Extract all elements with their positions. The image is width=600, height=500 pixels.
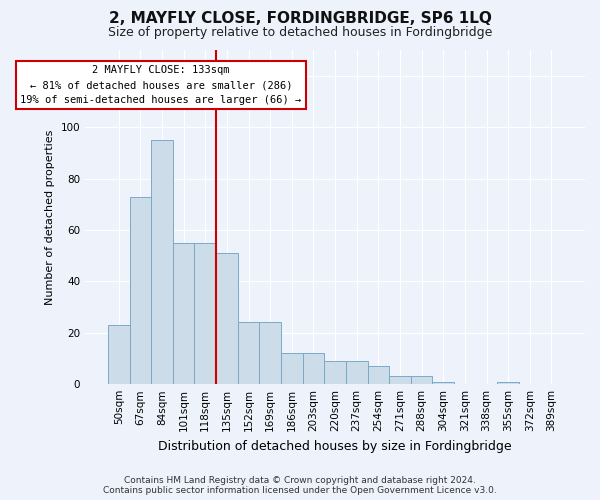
X-axis label: Distribution of detached houses by size in Fordingbridge: Distribution of detached houses by size …: [158, 440, 512, 452]
Bar: [497, 382, 519, 384]
Text: Size of property relative to detached houses in Fordingbridge: Size of property relative to detached ho…: [108, 26, 492, 39]
Bar: [151, 140, 173, 384]
Text: 2 MAYFLY CLOSE: 133sqm
← 81% of detached houses are smaller (286)
19% of semi-de: 2 MAYFLY CLOSE: 133sqm ← 81% of detached…: [20, 66, 302, 105]
Bar: [433, 382, 454, 384]
Bar: [238, 322, 259, 384]
Bar: [324, 361, 346, 384]
Bar: [346, 361, 368, 384]
Bar: [368, 366, 389, 384]
Bar: [194, 243, 216, 384]
Bar: [259, 322, 281, 384]
Bar: [411, 376, 433, 384]
Bar: [108, 325, 130, 384]
Y-axis label: Number of detached properties: Number of detached properties: [45, 130, 55, 305]
Bar: [389, 376, 411, 384]
Bar: [130, 196, 151, 384]
Text: Contains public sector information licensed under the Open Government Licence v3: Contains public sector information licen…: [103, 486, 497, 495]
Text: Contains HM Land Registry data © Crown copyright and database right 2024.: Contains HM Land Registry data © Crown c…: [124, 476, 476, 485]
Bar: [173, 243, 194, 384]
Bar: [281, 354, 302, 384]
Text: 2, MAYFLY CLOSE, FORDINGBRIDGE, SP6 1LQ: 2, MAYFLY CLOSE, FORDINGBRIDGE, SP6 1LQ: [109, 11, 491, 26]
Bar: [302, 354, 324, 384]
Bar: [216, 253, 238, 384]
